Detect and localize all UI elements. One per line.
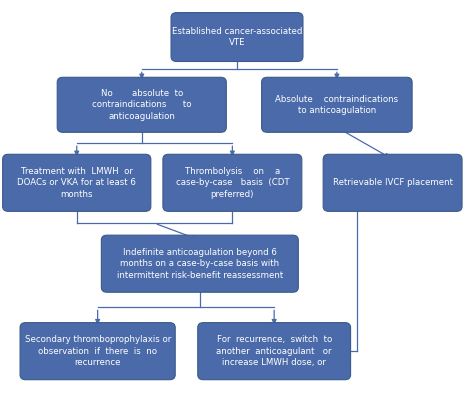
Text: Established cancer-associated
VTE: Established cancer-associated VTE xyxy=(172,27,302,47)
Text: For  recurrence,  switch  to
another  anticoagulant   or
increase LMWH dose, or: For recurrence, switch to another antico… xyxy=(217,335,332,367)
FancyBboxPatch shape xyxy=(163,154,302,211)
Text: Secondary thromboprophylaxis or
observation  if  there  is  no
recurrence: Secondary thromboprophylaxis or observat… xyxy=(25,335,171,367)
FancyBboxPatch shape xyxy=(198,323,351,380)
Text: Treatment with  LMWH  or
DOACs or VKA for at least 6
months: Treatment with LMWH or DOACs or VKA for … xyxy=(18,167,136,199)
Text: Retrievable IVCF placement: Retrievable IVCF placement xyxy=(333,178,453,187)
Text: Thrombolysis    on    a
case-by-case   basis  (CDT
preferred): Thrombolysis on a case-by-case basis (CD… xyxy=(175,167,289,199)
FancyBboxPatch shape xyxy=(323,154,462,211)
FancyBboxPatch shape xyxy=(20,323,175,380)
FancyBboxPatch shape xyxy=(171,13,303,62)
Text: Indefinite anticoagulation beyond 6
months on a case-by-case basis with
intermit: Indefinite anticoagulation beyond 6 mont… xyxy=(117,248,283,279)
FancyBboxPatch shape xyxy=(57,77,226,132)
Text: No       absolute  to
contraindications      to
anticoagulation: No absolute to contraindications to anti… xyxy=(92,89,191,121)
FancyBboxPatch shape xyxy=(3,154,151,211)
Text: Absolute    contraindications
to anticoagulation: Absolute contraindications to anticoagul… xyxy=(275,95,399,115)
FancyBboxPatch shape xyxy=(101,235,298,292)
FancyBboxPatch shape xyxy=(262,77,412,132)
